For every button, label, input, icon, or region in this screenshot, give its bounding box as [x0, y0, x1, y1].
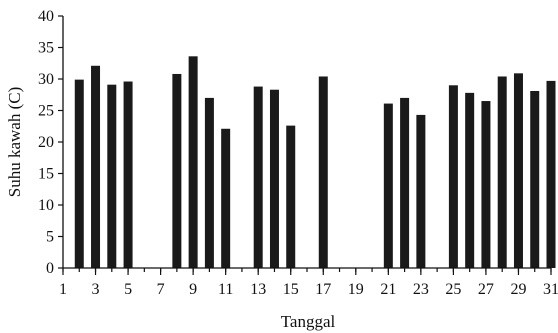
bar-day-17 — [318, 76, 328, 268]
y-tick-label: 5 — [46, 229, 54, 246]
x-tick-label: 7 — [157, 281, 165, 298]
x-tick-label: 27 — [478, 281, 494, 298]
y-tick-label: 25 — [38, 103, 54, 120]
y-tick-label: 20 — [38, 134, 54, 151]
x-tick-label: 3 — [92, 281, 100, 298]
x-tick-label: 29 — [510, 281, 526, 298]
bar-day-23 — [416, 114, 426, 268]
x-axis-title: Tanggal — [281, 312, 336, 331]
bar-day-11 — [221, 128, 231, 268]
y-tick-label: 30 — [38, 71, 54, 88]
bar-day-26 — [465, 92, 475, 268]
x-tick-label: 1 — [59, 281, 67, 298]
x-tick-label: 25 — [445, 281, 461, 298]
x-tick-label: 19 — [348, 281, 364, 298]
y-axis-title: Suhu kawah (C) — [5, 87, 24, 197]
x-tick-label: 13 — [250, 281, 266, 298]
x-tick-label: 31 — [543, 281, 558, 298]
bar-day-22 — [400, 97, 410, 269]
bar-day-4 — [107, 84, 117, 268]
bar-day-14 — [269, 89, 279, 269]
bar-day-25 — [448, 85, 458, 268]
bar-day-10 — [204, 97, 214, 269]
bar-day-15 — [286, 125, 296, 269]
x-tick-label: 17 — [315, 281, 331, 298]
x-axis: 1 3 5 7 9 11 13 15 17 19 21 23 25 27 29 31 — [59, 267, 558, 298]
y-axis: 0 5 10 15 20 25 30 35 40 — [38, 8, 64, 277]
bar-day-2 — [74, 79, 84, 268]
y-tick-label: 10 — [38, 197, 54, 214]
x-tick-label: 21 — [380, 281, 396, 298]
bar-day-30 — [530, 90, 540, 268]
bar-day-29 — [513, 73, 523, 268]
bar-day-3 — [91, 65, 101, 269]
x-tick-label: 5 — [124, 281, 132, 298]
y-tick-label: 40 — [38, 8, 54, 25]
bar-day-21 — [383, 103, 393, 268]
bars-group — [74, 56, 556, 269]
x-tick-label: 9 — [189, 281, 197, 298]
bar-day-9 — [188, 56, 198, 268]
bar-day-28 — [497, 76, 507, 268]
x-tick-label: 11 — [218, 281, 233, 298]
y-tick-label: 35 — [38, 40, 54, 57]
x-tick-label: 15 — [283, 281, 299, 298]
bar-day-27 — [481, 101, 491, 268]
bar-day-5 — [123, 81, 133, 269]
y-tick-label: 0 — [46, 260, 54, 277]
y-tick-label: 15 — [38, 166, 54, 183]
bar-day-8 — [172, 73, 182, 269]
bar-day-13 — [253, 86, 263, 268]
bar-day-31 — [546, 80, 556, 268]
x-tick-label: 23 — [413, 281, 429, 298]
